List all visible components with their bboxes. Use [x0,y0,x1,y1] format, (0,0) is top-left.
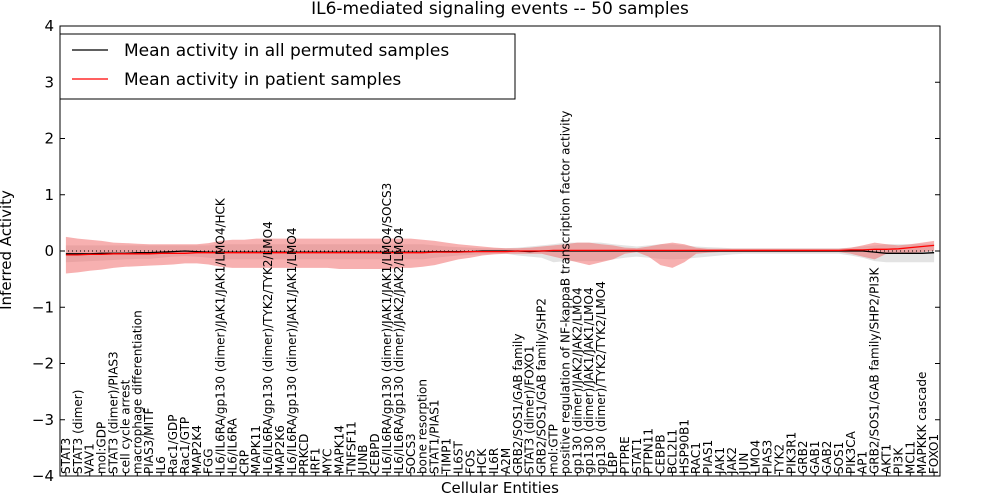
y-tick-label: 0 [44,242,54,260]
series-lines-layer [65,244,935,256]
x-tick-label: GRB2 [796,440,810,474]
x-tick-label: MAPK11 [249,425,263,474]
x-tick-label: PIK3R1 [784,432,798,474]
x-tick-label: IL6R [487,448,501,474]
x-tick-label: IL6/IL6RA [225,417,239,474]
x-tick-label: IL6 [154,456,168,474]
plot-frame [59,25,941,477]
x-tick-label: IL6/IL6RA/gp130 (dimer)/JAK1/JAK1/LMO4/H… [214,197,228,474]
x-tick-label: PRKCD [297,434,311,474]
x-tick-label: MAPKKK cascade [915,372,929,474]
x-axis-label: Cellular Entities [441,479,559,497]
x-tick-label: JUN [737,453,751,475]
y-tick-label: −4 [32,467,54,485]
x-tick-label: MAP2K4 [190,425,204,474]
y-tick-label: 4 [44,17,54,35]
x-tick-label: cell cycle arrest [118,379,132,474]
legend: Mean activity in all permuted samples Me… [59,33,516,100]
x-tick-label: LMO4 [749,440,763,474]
x-tick-label: AP1 [856,451,870,474]
series-line-patient [65,244,935,256]
x-tick-label: CEBPB [654,434,668,474]
chart-title: IL6-mediated signaling events -- 50 samp… [311,0,689,19]
x-tick-label: PIAS1 [701,440,715,474]
x-tick-label: LBP [606,452,620,474]
band-patient [65,236,935,274]
legend-box [59,33,516,100]
x-tick-label: VAV1 [83,443,97,474]
x-tick-label: PI3K [891,447,905,474]
x-tick-label: CEBPD [368,433,382,474]
x-tick-label: JAK1 [713,447,727,475]
x-tick-label: macrophage differentiation [130,310,144,474]
x-tick-label: RAC1 [689,442,703,474]
x-tick-label: TNFSF11 [344,421,358,475]
y-axis-label: Inferred Activity [0,190,15,310]
x-tick-label: MAPK14 [333,425,347,474]
x-tick-label: STAT3 (dimer) [71,390,85,474]
x-tick-label: MYC [321,449,335,474]
x-tick-label: FOS [463,450,477,474]
x-tick-label: STAT1 [630,438,644,474]
x-tick-label: JAK2 [725,447,739,475]
x-tick-label: IL6/IL6RA/gp130 (dimer)/JAK2/JAK2/LMO4 [392,228,406,474]
x-tick-label: PIAS3/MITF [142,407,156,474]
x-tick-label: MAP2K6 [273,425,287,474]
x-tick-label: MCL1 [903,441,917,474]
y-tick-label: −2 [32,355,54,373]
x-tick-label: FGG [202,449,216,475]
legend-label-patient: Mean activity in patient samples [124,70,401,90]
x-tick-label: gp130 (dimer)/TYK2/TYK2/LMO4 [594,281,608,474]
x-tick-label: PTPN11 [642,428,656,474]
x-tick-label: positive regulation of NF-kappaB transcr… [558,111,572,474]
bands-layer [65,236,935,274]
x-tick-label: IL6/IL6RA/gp130 (dimer)/TYK2/TYK2/LMO4 [261,221,275,474]
y-tick-label: −3 [32,411,54,429]
x-tick-label: A2M [499,448,513,474]
x-tick-label: STAT3 [59,438,73,474]
x-tick-label: PTPRE [618,436,632,474]
x-tick-label: IL6/IL6RA/gp130 (dimer)/JAK1/JAK1/LMO4 [285,228,299,474]
x-tick-label: IRF1 [309,448,323,474]
x-tick-label: STAT3 (dimer)/PIAS3 [107,351,121,474]
x-tick-label: STAT3 (dimer)/FOXO1 [523,345,537,474]
x-tick-label: TIMP1 [440,438,454,475]
x-tick-label: HCK [475,448,489,474]
y-tick-label: −1 [32,298,54,316]
x-tick-label: Rac1/GDP [166,415,180,474]
x-tick-label: JUNB [356,444,370,475]
x-tick-label: HSP90B1 [677,419,691,474]
x-tick-label: BCL2L1 [665,429,679,474]
y-tick-label: 1 [44,186,54,204]
x-tick-label: mol:GTP [547,424,561,474]
x-tick-label: GRB2/SOS1/GAB family [511,334,525,475]
x-tick-label: GAB1 [808,441,822,474]
x-tick-label: AKT1 [880,444,894,474]
y-tick-label: 3 [44,73,54,91]
x-tick-label: bone resorption [416,379,430,474]
x-tick-label: PIK3CA [844,430,858,474]
x-tick-label: CRP [237,450,251,474]
x-tick-label: IL6/IL6RA/gp130 (dimer)/JAK1/JAK1/LMO4/S… [380,183,394,474]
x-tick-label: SOCS3 [404,433,418,474]
x-tick-label: gp130 (dimer)/JAK2/JAK2/LMO4 [570,287,584,474]
x-tick-label: GRB2/SOS1/GAB family/SHP2 [535,298,549,474]
x-tick-label: mol:GDP [95,422,109,474]
x-tick-label: TYK2 [773,444,787,475]
x-tick-label: Rac1/GTP [178,417,192,474]
x-tick-label: gp130 (dimer)/JAK1/JAK1/LMO4 [582,287,596,474]
y-tick-label: 2 [44,130,54,148]
x-tick-label: GAB2 [820,441,834,474]
x-tick-label: IL6ST [451,441,465,474]
x-tick-label: PIAS3 [761,440,775,474]
x-tick-label: STAT1/PIAS1 [428,399,442,474]
legend-label-permuted: Mean activity in all permuted samples [124,41,449,61]
x-tick-label: GRB2/SOS1/GAB family/SHP2/PI3K [868,266,882,474]
x-tick-label: FOXO1 [927,434,941,474]
x-tick-label: SOS1 [832,442,846,474]
